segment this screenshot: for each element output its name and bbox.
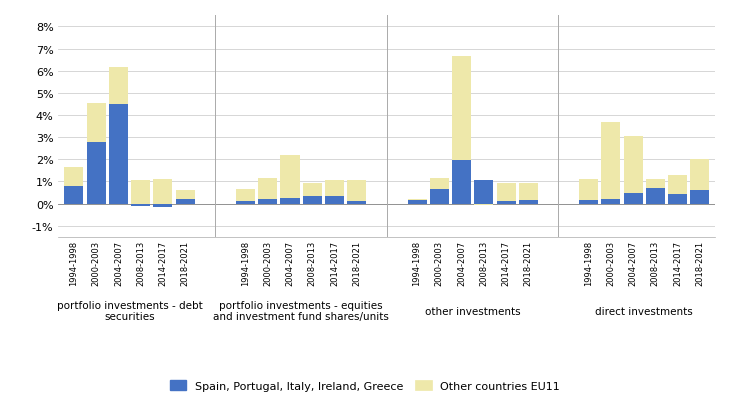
Bar [430, 190, 449, 204]
Bar [623, 137, 642, 193]
Bar [646, 189, 665, 204]
Bar [668, 194, 687, 204]
Bar [519, 183, 538, 201]
Bar [691, 160, 710, 191]
Bar [602, 122, 620, 200]
Bar [579, 180, 598, 201]
Bar [519, 201, 538, 204]
Bar [258, 200, 277, 204]
Bar [474, 181, 493, 204]
Bar [280, 199, 299, 204]
Bar [430, 179, 449, 190]
Bar [325, 181, 344, 196]
Bar [407, 200, 426, 201]
Bar [131, 181, 150, 204]
Bar [109, 105, 128, 204]
Bar [87, 103, 106, 142]
Bar [496, 183, 515, 202]
Text: portfolio investments - debt
securities: portfolio investments - debt securities [57, 300, 202, 321]
Bar [236, 202, 255, 204]
Bar [153, 180, 172, 204]
Bar [668, 175, 687, 194]
Bar [691, 191, 710, 204]
Bar [280, 155, 299, 199]
Bar [64, 168, 83, 187]
Bar [474, 204, 493, 205]
Bar [258, 179, 277, 200]
Legend: Spain, Portugal, Italy, Ireland, Greece, Other countries EU11: Spain, Portugal, Italy, Ireland, Greece,… [166, 375, 564, 395]
Bar [153, 204, 172, 207]
Bar [64, 187, 83, 204]
Text: portfolio investments - equities
and investment fund shares/units: portfolio investments - equities and inv… [213, 300, 389, 321]
Text: direct investments: direct investments [596, 306, 693, 316]
Bar [131, 204, 150, 206]
Bar [303, 196, 322, 204]
Bar [325, 196, 344, 204]
Bar [452, 161, 471, 204]
Bar [452, 57, 471, 161]
Bar [236, 190, 255, 202]
Text: other investments: other investments [425, 306, 520, 316]
Bar [496, 202, 515, 204]
Bar [347, 202, 366, 204]
Bar [176, 191, 195, 200]
Bar [303, 183, 322, 196]
Bar [579, 201, 598, 204]
Bar [87, 142, 106, 204]
Bar [623, 193, 642, 204]
Bar [407, 201, 426, 204]
Bar [602, 200, 620, 204]
Bar [347, 181, 366, 202]
Bar [109, 68, 128, 105]
Bar [176, 200, 195, 204]
Bar [646, 180, 665, 189]
